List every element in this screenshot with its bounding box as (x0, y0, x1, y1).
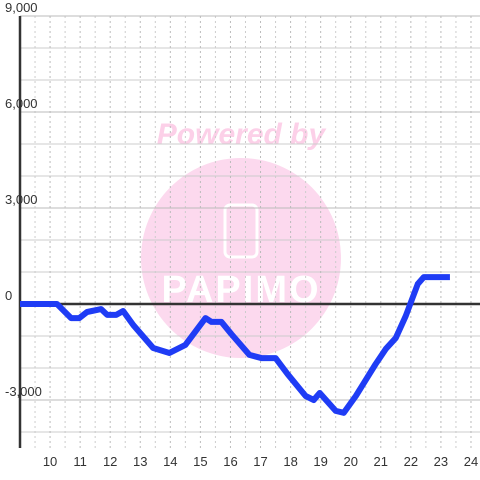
watermark-caption: Powered by (157, 118, 327, 151)
x-tick-label: 17 (253, 454, 267, 469)
x-tick-label: 18 (283, 454, 297, 469)
watermark-icon (223, 203, 259, 259)
y-tick-label: 6,000 (5, 96, 38, 111)
x-tick-label: 10 (43, 454, 57, 469)
x-tick-label: 24 (464, 454, 478, 469)
x-tick-label: 15 (193, 454, 207, 469)
x-tick-label: 23 (434, 454, 448, 469)
x-tick-label: 21 (374, 454, 388, 469)
x-tick-label: 14 (163, 454, 177, 469)
line (20, 274, 450, 416)
y-tick-label: 9,000 (5, 0, 38, 15)
x-tick-label: 16 (223, 454, 237, 469)
x-tick-label: 12 (103, 454, 117, 469)
x-tick-label: 22 (404, 454, 418, 469)
x-tick-label: 20 (343, 454, 357, 469)
x-tick-label: 19 (313, 454, 327, 469)
x-tick-label: 13 (133, 454, 147, 469)
y-tick-label: 0 (5, 288, 12, 303)
y-tick-label: -3,000 (5, 384, 42, 399)
x-tick-label: 11 (73, 454, 87, 469)
y-tick-label: 3,000 (5, 192, 38, 207)
